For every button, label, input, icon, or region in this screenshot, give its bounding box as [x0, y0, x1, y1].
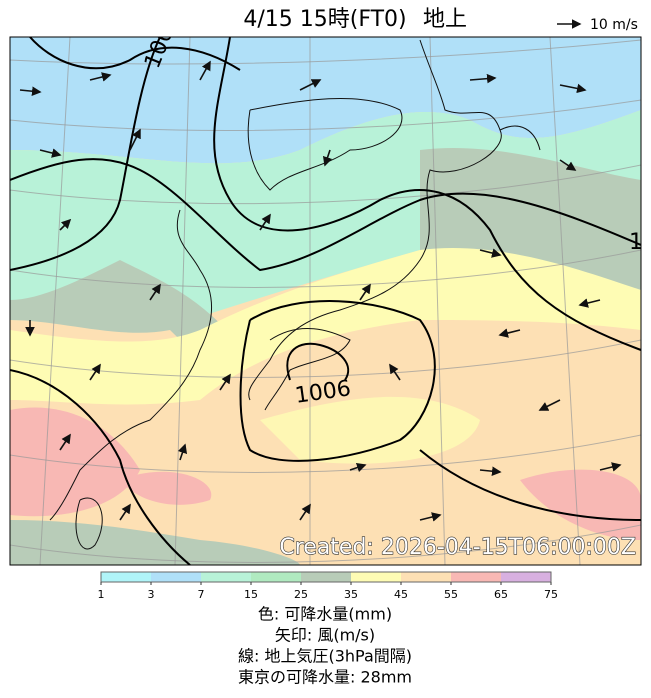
caption-line: 線: 地上気圧(3hPa間隔) — [238, 647, 412, 666]
colorbar-segment — [201, 572, 251, 582]
colorbar: 1 3 7 15 25 35 45 55 65 75 — [98, 571, 558, 601]
caption-line: 東京の可降水量: 28mm — [238, 668, 412, 687]
colorbar-tick-label: 45 — [394, 588, 408, 601]
map: 1006 100 1 Created: 2026-04-15T06:00:00Z — [10, 37, 643, 565]
colorbar-tick-label: 15 — [244, 588, 258, 601]
isobar-label: 1 — [629, 230, 643, 255]
colorbar-segment — [451, 572, 501, 582]
colorbar-tick-label: 25 — [294, 588, 308, 601]
colorbar-tick-label: 3 — [148, 588, 155, 601]
wind-reference: 10 m/s — [590, 17, 638, 33]
colorbar-tick-label: 65 — [494, 588, 508, 601]
title: 4/15 15時(FT0) — [243, 7, 406, 32]
colorbar-segment — [151, 572, 201, 582]
colorbar-tick-label: 7 — [198, 588, 205, 601]
colorbar-segment — [251, 572, 301, 582]
colorbar-tick-label: 35 — [344, 588, 358, 601]
colorbar-segment — [101, 572, 151, 582]
colorbar-segment — [351, 572, 401, 582]
caption-line: 矢印: 風(m/s) — [275, 626, 375, 645]
colorbar-tick-label: 75 — [544, 588, 558, 601]
level: 地上 — [423, 7, 467, 32]
colorbar-tick-label: 1 — [98, 588, 105, 601]
map-frame — [9, 36, 642, 566]
created-stamp: Created: 2026-04-15T06:00:00Z — [279, 535, 636, 560]
caption-line: 色: 可降水量(mm) — [258, 605, 392, 624]
colorbar-frame — [100, 571, 552, 583]
colorbar-tick-label: 55 — [444, 588, 458, 601]
colorbar-segment — [401, 572, 451, 582]
wind-field — [19, 60, 622, 522]
colorbar-segment — [501, 572, 551, 582]
colorbar-segment — [301, 572, 351, 582]
